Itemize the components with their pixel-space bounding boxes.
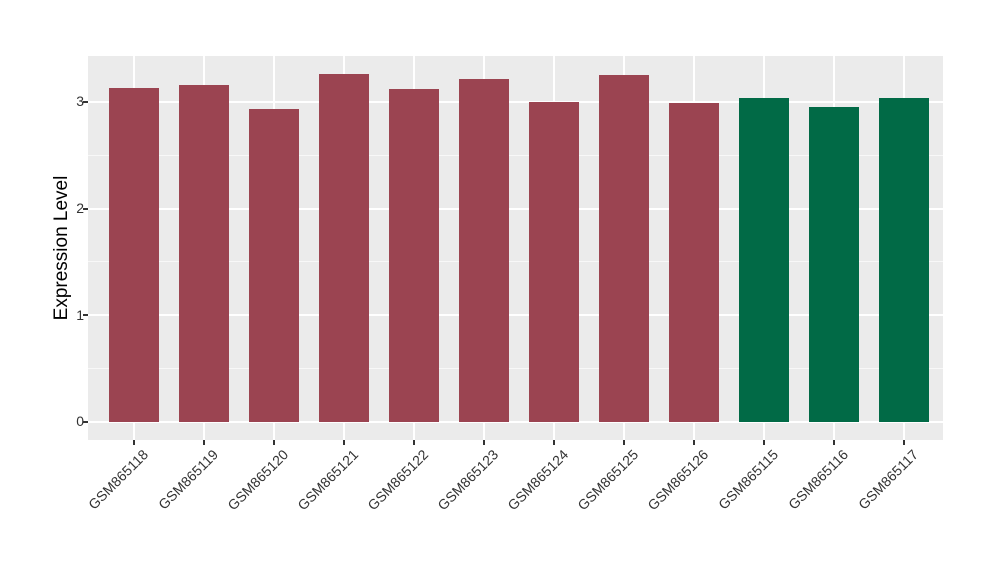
x-tick-label-GSM865120: GSM865120 xyxy=(224,446,292,514)
gridline-minor-y-1.5 xyxy=(88,261,943,263)
y-tick-label-1: 1 xyxy=(76,306,84,323)
x-tick-label-GSM865117: GSM865117 xyxy=(855,446,922,513)
x-tick-GSM865117 xyxy=(903,440,905,445)
x-tick-GSM865120 xyxy=(273,440,275,445)
gridline-major-y-1 xyxy=(88,314,943,317)
x-tick-GSM865125 xyxy=(623,440,625,445)
bar-GSM865117 xyxy=(879,97,929,422)
x-tick-GSM865123 xyxy=(483,440,485,445)
x-tick-label-GSM865119: GSM865119 xyxy=(155,446,222,513)
bar-GSM865123 xyxy=(459,79,509,422)
x-tick-GSM865116 xyxy=(833,440,835,445)
bar-GSM865124 xyxy=(529,101,579,422)
bar-GSM865122 xyxy=(389,89,439,422)
x-tick-label-GSM865121: GSM865121 xyxy=(294,446,362,514)
x-tick-label-GSM865116: GSM865116 xyxy=(785,446,852,513)
x-tick-label-GSM865124: GSM865124 xyxy=(504,446,572,514)
x-tick-label-GSM865126: GSM865126 xyxy=(644,446,712,514)
y-tick-3 xyxy=(83,100,88,103)
x-tick-label-GSM865118: GSM865118 xyxy=(85,446,152,513)
bar-GSM865120 xyxy=(249,109,299,422)
y-tick-label-2: 2 xyxy=(76,200,84,217)
x-tick-label-GSM865125: GSM865125 xyxy=(574,446,642,514)
y-tick-label-0: 0 xyxy=(76,413,84,430)
x-tick-label-GSM865123: GSM865123 xyxy=(434,446,502,514)
bar-GSM865125 xyxy=(599,75,649,422)
bar-GSM865126 xyxy=(669,102,719,422)
y-tick-1 xyxy=(83,314,88,317)
x-tick-GSM865118 xyxy=(133,440,135,445)
x-tick-GSM865121 xyxy=(343,440,345,445)
x-tick-label-GSM865115: GSM865115 xyxy=(715,446,782,513)
gridline-major-y-2 xyxy=(88,207,943,210)
y-tick-2 xyxy=(83,207,88,210)
x-tick-GSM865122 xyxy=(413,440,415,445)
y-axis-title: Expression Level xyxy=(51,175,72,321)
x-tick-GSM865124 xyxy=(553,440,555,445)
x-tick-label-GSM865122: GSM865122 xyxy=(364,446,432,514)
x-tick-GSM865119 xyxy=(203,440,205,445)
gridline-minor-y-2.5 xyxy=(88,154,943,156)
bar-GSM865118 xyxy=(109,88,159,422)
y-tick-0 xyxy=(83,420,88,423)
bar-GSM865115 xyxy=(739,97,789,422)
gridline-major-y-0 xyxy=(88,420,943,423)
y-tick-label-3: 3 xyxy=(76,93,84,110)
x-tick-GSM865115 xyxy=(763,440,765,445)
bar-GSM865119 xyxy=(179,84,229,422)
gridline-major-y-3 xyxy=(88,100,943,103)
bar-GSM865116 xyxy=(809,107,859,422)
x-tick-GSM865126 xyxy=(693,440,695,445)
bar-GSM865121 xyxy=(319,74,369,422)
gridline-minor-y-0.5 xyxy=(88,368,943,370)
chart-panel xyxy=(88,56,943,440)
